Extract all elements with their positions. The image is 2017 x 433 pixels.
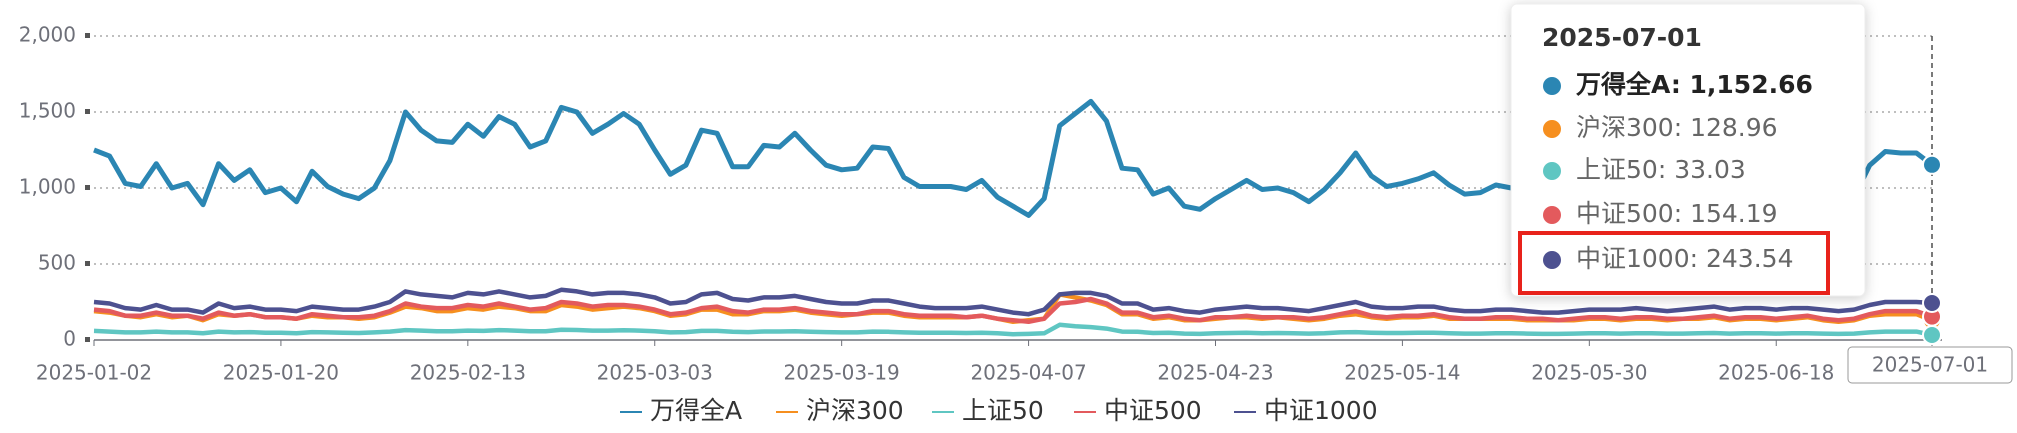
end-point [1922, 292, 1942, 313]
tooltip-dot [1543, 206, 1561, 224]
tooltip-row: 沪深300: 128.96 [1576, 113, 1778, 142]
y-tick-mark [85, 261, 90, 266]
y-tick-mark [85, 185, 90, 190]
y-tick-label: 2,000 [19, 23, 76, 47]
y-tick-label: 1,500 [19, 99, 76, 123]
tooltip-value: 243.54 [1706, 244, 1793, 273]
x-tick-label: 2025-06-18 [1718, 361, 1834, 385]
tooltip-row: 上证50: 33.03 [1576, 155, 1746, 184]
legend-label: 沪深300 [806, 396, 904, 425]
x-tick-label: 2025-02-13 [410, 361, 526, 385]
tooltip-dot [1543, 162, 1561, 180]
series-line [93, 322, 1933, 338]
x-tick-label: 2025-03-03 [597, 361, 713, 385]
tooltip-dot [1543, 77, 1561, 95]
tooltip-value: 33.03 [1674, 155, 1746, 184]
legend-label: 中证1000 [1264, 396, 1378, 425]
tooltip-name: 中证1000 [1576, 244, 1690, 273]
y-tick-label: 500 [38, 251, 76, 275]
end-point [1922, 324, 1942, 345]
tooltip-title: 2025-07-01 [1542, 23, 1702, 52]
legend-label: 上证50 [962, 396, 1044, 425]
x-tick-label: 2025-01-20 [223, 361, 339, 385]
x-tick-label: 2025-04-23 [1157, 361, 1273, 385]
tooltip-box [1510, 3, 1866, 297]
x-tick-label: 2025-04-07 [970, 361, 1086, 385]
tooltip-value: 1,152.66 [1690, 70, 1813, 99]
series-line [93, 287, 1933, 317]
y-tick-label: 1,000 [19, 175, 76, 199]
tooltip-row: 中证1000: 243.54 [1576, 244, 1793, 273]
pointer-label: 2025-07-01 [1872, 353, 1988, 377]
y-tick-mark [85, 33, 90, 38]
y-tick-label: 0 [63, 327, 76, 351]
y-tick-mark [85, 337, 90, 342]
tooltip-name: 中证500 [1576, 199, 1674, 228]
tooltip-dot [1543, 120, 1561, 138]
highlight-box [1518, 231, 1830, 295]
legend-label: 万得全A [650, 396, 742, 425]
pointer-label-box [1847, 346, 2013, 384]
tooltip-value: 154.19 [1690, 199, 1777, 228]
y-tick-mark [85, 109, 90, 114]
x-tick-label: 2025-05-14 [1344, 361, 1460, 385]
tooltip-sep: : [1658, 155, 1674, 184]
tooltip-dot [1543, 251, 1561, 269]
tooltip: 2025-07-01 万得全A: 1,152.66 沪深300: 128.96 上证5… [1510, 3, 1866, 297]
legend-label: 中证500 [1104, 396, 1202, 425]
end-point [1922, 154, 1942, 175]
tooltip-name: 万得全A [1576, 70, 1671, 99]
tooltip-name: 沪深300 [1576, 113, 1674, 142]
tooltip-row: 中证500: 154.19 [1576, 199, 1778, 228]
tooltip-row: 万得全A: 1,152.66 [1576, 70, 1813, 99]
x-tick-label: 2025-05-30 [1531, 361, 1647, 385]
tooltip-sep: : [1671, 70, 1690, 99]
tooltip-value: 128.96 [1690, 113, 1777, 142]
tooltip-sep: : [1674, 199, 1690, 228]
series-line [93, 296, 1933, 325]
tooltip-sep: : [1690, 244, 1706, 273]
x-tick-label: 2025-01-02 [36, 361, 152, 385]
tooltip-sep: : [1674, 113, 1690, 142]
tooltip-name: 上证50 [1576, 155, 1658, 184]
x-tick-label: 2025-03-19 [784, 361, 900, 385]
